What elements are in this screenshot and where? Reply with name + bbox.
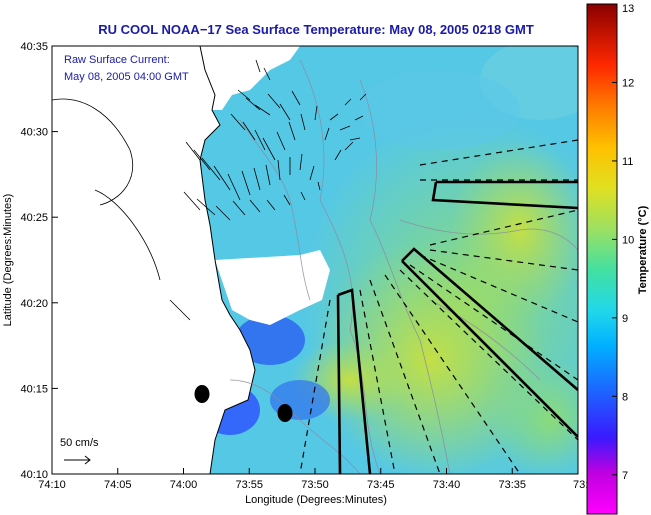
bay-outline	[52, 98, 191, 321]
colorbar-tick-label: 7	[622, 470, 628, 482]
vector-scale-label: 50 cm/s	[60, 437, 99, 449]
x-tick-label: 73:55	[235, 479, 263, 491]
y-axis-ticks: 40:35 40:30 40:25 40:20 40:15 40:10	[20, 41, 58, 481]
current-legend-title: Raw Surface Current:	[64, 54, 170, 66]
station-marker	[194, 385, 210, 403]
colorbar-tick-label: 8	[622, 391, 628, 403]
x-tick-label: 73:40	[433, 479, 461, 491]
sst-field	[185, 46, 578, 474]
x-axis-label: Longitude (Degrees:Minutes)	[245, 494, 387, 506]
coastline	[199, 46, 256, 474]
y-tick-label: 40:35	[20, 41, 48, 53]
chart-title: RU COOL NOAA−17 Sea Surface Temperature:…	[98, 22, 534, 37]
vector-scale-arrow	[64, 455, 91, 465]
y-tick-label: 40:30	[20, 127, 48, 139]
x-tick-label: 74:10	[38, 479, 66, 491]
land-mask-central	[215, 250, 330, 325]
y-tick-label: 40:25	[20, 212, 48, 224]
transect-lines	[299, 139, 578, 474]
colorbar-tick-label: 11	[622, 156, 633, 168]
y-axis-label: Latitude (Degrees:Minutes)	[2, 194, 14, 327]
x-tick-label: 73:45	[367, 479, 395, 491]
bathymetry-contours	[229, 59, 578, 474]
x-tick-label: 73:35	[498, 479, 526, 491]
surface-current-vectors	[183, 59, 367, 221]
x-tick-label: 73:50	[301, 479, 329, 491]
colorbar-ticks: 7 8 9 10 11 12 13	[612, 3, 634, 482]
plot-area	[52, 46, 578, 474]
colorbar-tick-label: 13	[622, 3, 634, 15]
colorbar-tick-label: 10	[622, 234, 634, 246]
x-tick-label: 74:00	[170, 479, 198, 491]
station-marker	[277, 404, 293, 422]
y-tick-label: 40:10	[20, 469, 48, 481]
y-tick-label: 40:15	[20, 383, 48, 395]
colorbar-tick-label: 9	[622, 313, 628, 325]
y-tick-label: 40:20	[20, 298, 48, 310]
x-tick-label: 74:05	[104, 479, 132, 491]
study-boxes	[336, 180, 578, 474]
colorbar-label: Temperature (°C)	[637, 205, 649, 294]
current-legend-time: May 08, 2005 04:00 GMT	[64, 71, 189, 83]
land-mask-north	[200, 46, 300, 110]
colorbar	[586, 3, 618, 515]
colorbar-tick-label: 12	[622, 77, 634, 89]
